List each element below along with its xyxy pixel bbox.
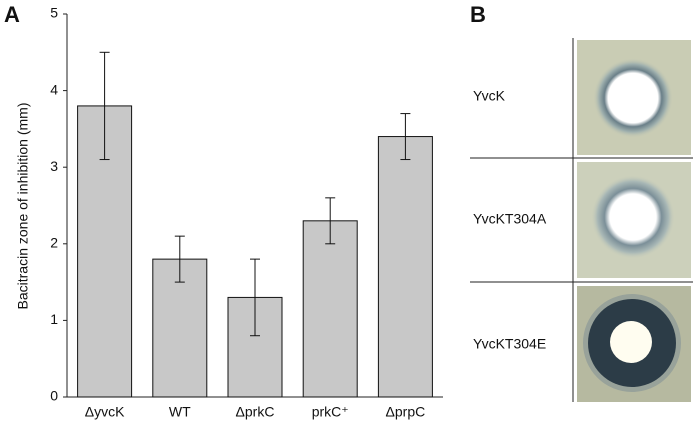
- y-tick-label: 4: [50, 81, 58, 97]
- plate-label: YvcKT304E: [473, 336, 546, 352]
- x-tick-label: prkC⁺: [312, 404, 349, 420]
- y-tick-label: 2: [50, 235, 58, 251]
- y-tick-label: 5: [50, 5, 58, 21]
- plate-image: [577, 286, 691, 402]
- plate-panel: [470, 38, 693, 402]
- error-bar: [400, 113, 411, 161]
- error-bar: [174, 235, 185, 283]
- panel-label: B: [470, 2, 486, 27]
- error-bar: [325, 197, 336, 245]
- plate-label: YvcK: [473, 88, 506, 104]
- panel-label: A: [4, 2, 20, 27]
- plate-label: YvcKT304A: [473, 211, 547, 227]
- y-tick-label: 3: [50, 158, 58, 174]
- x-tick-label: ΔprpC: [386, 404, 426, 420]
- bar-chart: 0 1 2 3 4 5 ΔyvcK WT ΔprkC prkC⁺ ΔprpC: [50, 5, 443, 420]
- plate-labels: YvcK YvcKT304A YvcKT304E: [473, 88, 547, 352]
- y-axis-title: Bacitracin zone of inhibition (mm): [15, 103, 31, 310]
- bar: [377, 136, 433, 398]
- x-tick-label: WT: [169, 404, 191, 420]
- x-tick-label: ΔyvcK: [85, 404, 125, 420]
- error-bar: [250, 258, 260, 337]
- plate-image: [577, 162, 691, 278]
- error-bar: [99, 51, 110, 161]
- bar: [302, 220, 358, 398]
- x-tick-label: ΔprkC: [236, 404, 275, 420]
- plate-image: [577, 40, 691, 155]
- y-tick-label: 0: [50, 388, 58, 404]
- y-tick-label: 1: [50, 311, 58, 327]
